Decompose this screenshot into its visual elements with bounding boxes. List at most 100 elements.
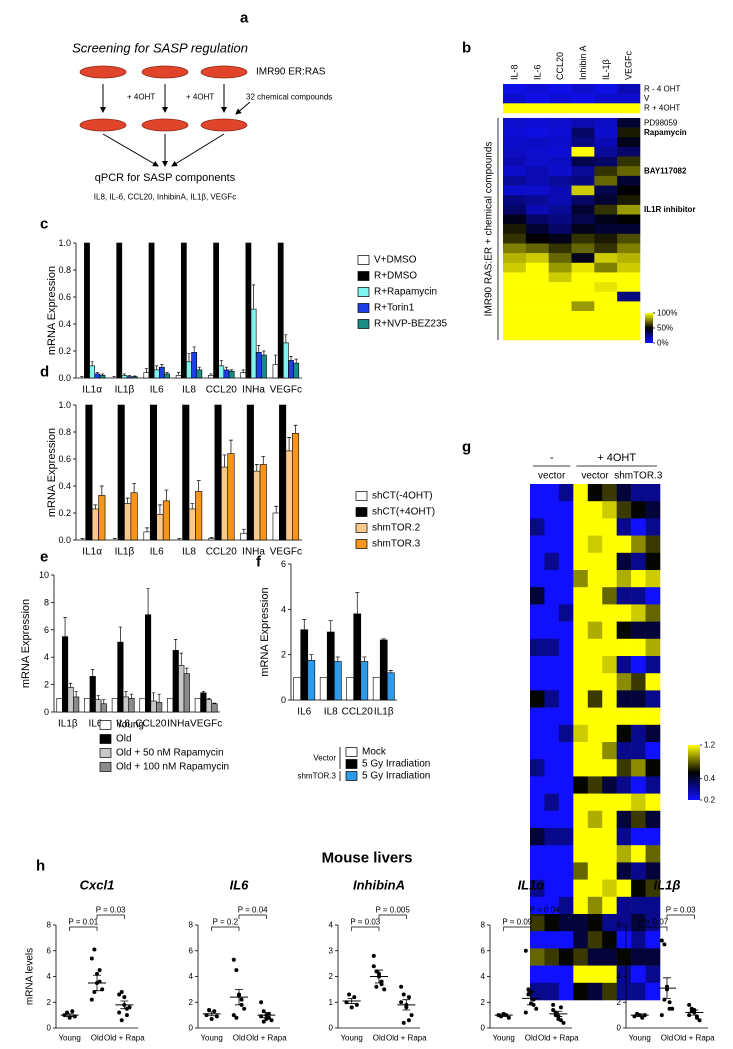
heatmap-cell: [616, 948, 632, 966]
heatmap-cell: [530, 914, 545, 932]
error-bar: [224, 366, 229, 370]
error-bar: [293, 424, 298, 434]
legend-label: 5 Gy Irradiation: [362, 759, 430, 770]
legend-swatch: [345, 759, 358, 769]
heatmap-cell: [525, 156, 549, 167]
cell-line: IMR90 ER:RAS: [256, 67, 326, 78]
legend-label: Old + 100 nM Rapamycin: [116, 762, 229, 773]
heatmap-cell: [631, 570, 646, 588]
p-bracket: [666, 914, 695, 919]
y-tick-label: 0: [189, 1024, 194, 1033]
heatmap-cell: [548, 311, 572, 321]
bar: [288, 360, 294, 379]
error-bar: [91, 669, 95, 677]
bar: [126, 376, 133, 379]
bar: [156, 514, 164, 541]
heatmap-cell: [616, 707, 632, 726]
data-point: [347, 992, 352, 997]
legend-swatch: [355, 491, 368, 501]
bar: [228, 370, 235, 379]
heatmap-cell: [587, 552, 603, 571]
legend-swatch: [357, 287, 370, 297]
error-bar: [155, 365, 159, 370]
heatmap-cell: [594, 146, 618, 157]
heatmap-cell: [631, 518, 646, 536]
bar: [300, 629, 309, 701]
sem-bar: [65, 1013, 74, 1017]
y-tick-label: 2: [281, 650, 286, 660]
column-label: IL-6: [532, 64, 542, 80]
heatmap-cell: [530, 552, 545, 571]
y-tick-label: 6: [44, 625, 49, 635]
heatmap-cell: [594, 291, 618, 302]
y-tick-label: 6: [47, 946, 52, 955]
heatmap-cell: [548, 282, 572, 293]
y-tick-label: 0.8: [58, 265, 71, 275]
x-tick-label: Old + Rapa: [246, 1034, 287, 1043]
legend-label: shCT(+4OHT): [372, 507, 435, 518]
dishes: [79, 65, 248, 132]
error-bar: [124, 691, 128, 697]
heatmap-cell: [602, 879, 617, 898]
legend-swatch: [99, 748, 112, 758]
heatmap-cell: [594, 166, 618, 177]
heatmap-cell: [558, 587, 574, 605]
p-bracket: [378, 914, 407, 919]
error-bar: [157, 693, 161, 703]
heatmap-cell: [558, 638, 574, 657]
heatmap-cell: [594, 262, 618, 273]
heatmap-cell: [558, 914, 574, 932]
heatmap-cell: [573, 587, 589, 605]
heatmap-cell: [631, 621, 646, 640]
heatmap-cell: [631, 724, 646, 743]
heatmap-cell: [587, 742, 603, 760]
colorbar-label: 0.2: [704, 796, 716, 805]
heatmap-cell: [571, 84, 595, 94]
y-tick-label: 6: [281, 559, 286, 569]
heatmap-cell: [645, 707, 661, 726]
heatmap-cell: [530, 707, 545, 726]
data-point: [259, 1000, 264, 1005]
heatmap-cell: [548, 243, 572, 254]
x-tick-label: Old + Rapa: [104, 1034, 145, 1043]
legend-swatch: [355, 507, 368, 517]
y-tick-label: 4: [47, 972, 52, 981]
chart-title: IL1α: [518, 878, 546, 893]
data-point: [354, 1002, 359, 1007]
heatmap-cell: [587, 759, 603, 777]
heatmap-cell: [594, 185, 618, 196]
heatmap-cell: [594, 204, 618, 215]
y-axis-label: mRNA Expression: [46, 428, 58, 517]
legend-swatch: [357, 271, 370, 281]
bar: [213, 242, 220, 379]
bar: [130, 492, 138, 541]
heatmap-cell: [571, 224, 595, 235]
data-point: [212, 1009, 217, 1014]
heatmap-cell: [544, 552, 560, 571]
bar: [84, 242, 90, 379]
heatmap-cell: [544, 948, 560, 966]
error-bar: [118, 626, 123, 643]
heatmap-cell: [631, 552, 646, 571]
heatmap-cell: [558, 673, 574, 691]
heatmap-cell: [548, 301, 572, 312]
y-tick-label: 0: [281, 695, 286, 705]
heatmap-cell: [503, 330, 527, 341]
heatmap-cell: [530, 587, 545, 605]
heatmap-cell: [616, 810, 632, 829]
y-tick-label: 0.8: [58, 427, 71, 437]
legend-swatch: [99, 762, 112, 772]
data-point: [100, 987, 105, 992]
bar: [292, 433, 300, 541]
bar: [131, 376, 138, 379]
data-point: [231, 957, 236, 962]
y-tick-label: 10: [39, 570, 49, 580]
heatmap-cell: [548, 330, 572, 341]
error-bar: [229, 439, 233, 454]
heatmap-cell: [525, 185, 549, 196]
error-bar: [201, 691, 206, 693]
error-bar: [254, 464, 259, 472]
heatmap-cell: [558, 793, 574, 812]
data-point: [523, 1010, 528, 1015]
